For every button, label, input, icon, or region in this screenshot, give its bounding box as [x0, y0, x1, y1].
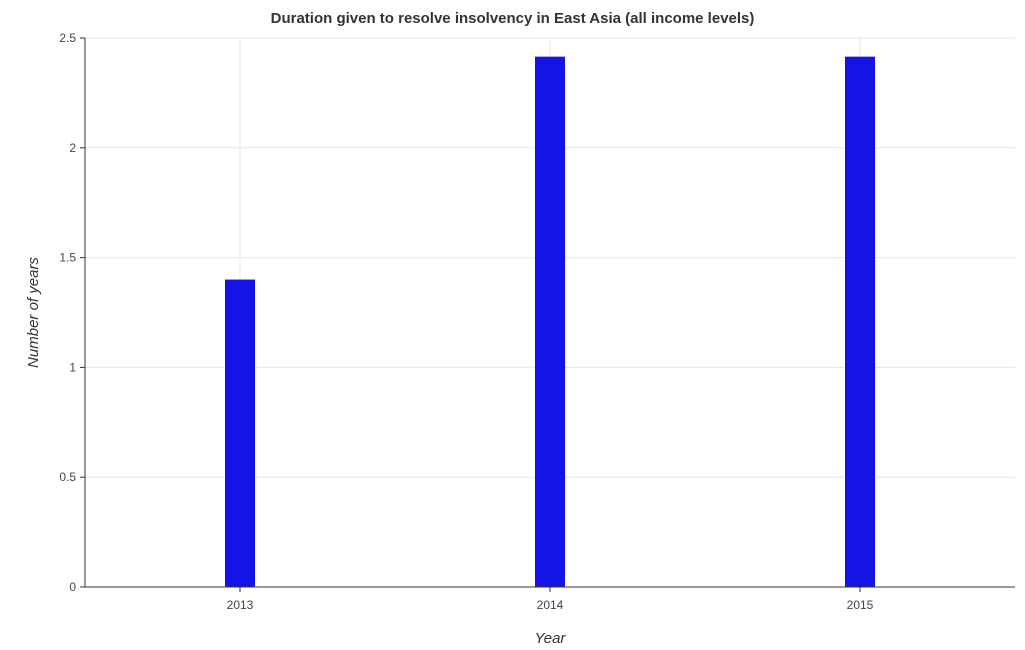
x-tick-label: 2014: [537, 598, 564, 612]
bar-2015: [845, 56, 875, 587]
y-tick-label: 0.5: [59, 470, 76, 484]
bar-2013: [225, 279, 255, 587]
bars: [225, 56, 875, 587]
y-tick-label: 1: [69, 360, 76, 374]
chart-title: Duration given to resolve insolvency in …: [270, 10, 755, 27]
y-axis-title: Number of years: [25, 257, 42, 368]
tick-labels: 0 0.5 1 1.5 2 2.5 2013 2014 2015: [59, 31, 873, 612]
axes: [80, 37, 1015, 592]
y-tick-label: 2.5: [59, 31, 76, 45]
y-tick-label: 0: [69, 580, 76, 594]
x-tick-label: 2013: [227, 598, 254, 612]
x-axis-title: Year: [535, 630, 567, 647]
x-tick-label: 2015: [847, 598, 874, 612]
y-tick-label: 1.5: [59, 251, 76, 265]
bar-2014: [535, 56, 565, 587]
y-tick-label: 2: [69, 141, 76, 155]
